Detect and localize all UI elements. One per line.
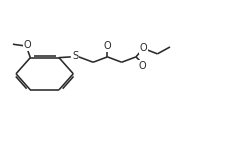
Text: O: O <box>138 61 146 71</box>
Text: O: O <box>24 40 31 50</box>
Text: S: S <box>72 51 78 61</box>
Text: O: O <box>140 43 147 53</box>
Text: O: O <box>104 41 111 51</box>
